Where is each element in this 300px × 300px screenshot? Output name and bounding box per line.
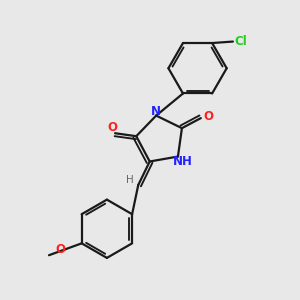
Text: N: N <box>151 105 161 118</box>
Text: H: H <box>126 175 134 185</box>
Text: O: O <box>108 122 118 134</box>
Text: NH: NH <box>172 155 192 168</box>
Text: O: O <box>56 243 66 256</box>
Text: O: O <box>203 110 213 123</box>
Text: Cl: Cl <box>235 35 247 48</box>
